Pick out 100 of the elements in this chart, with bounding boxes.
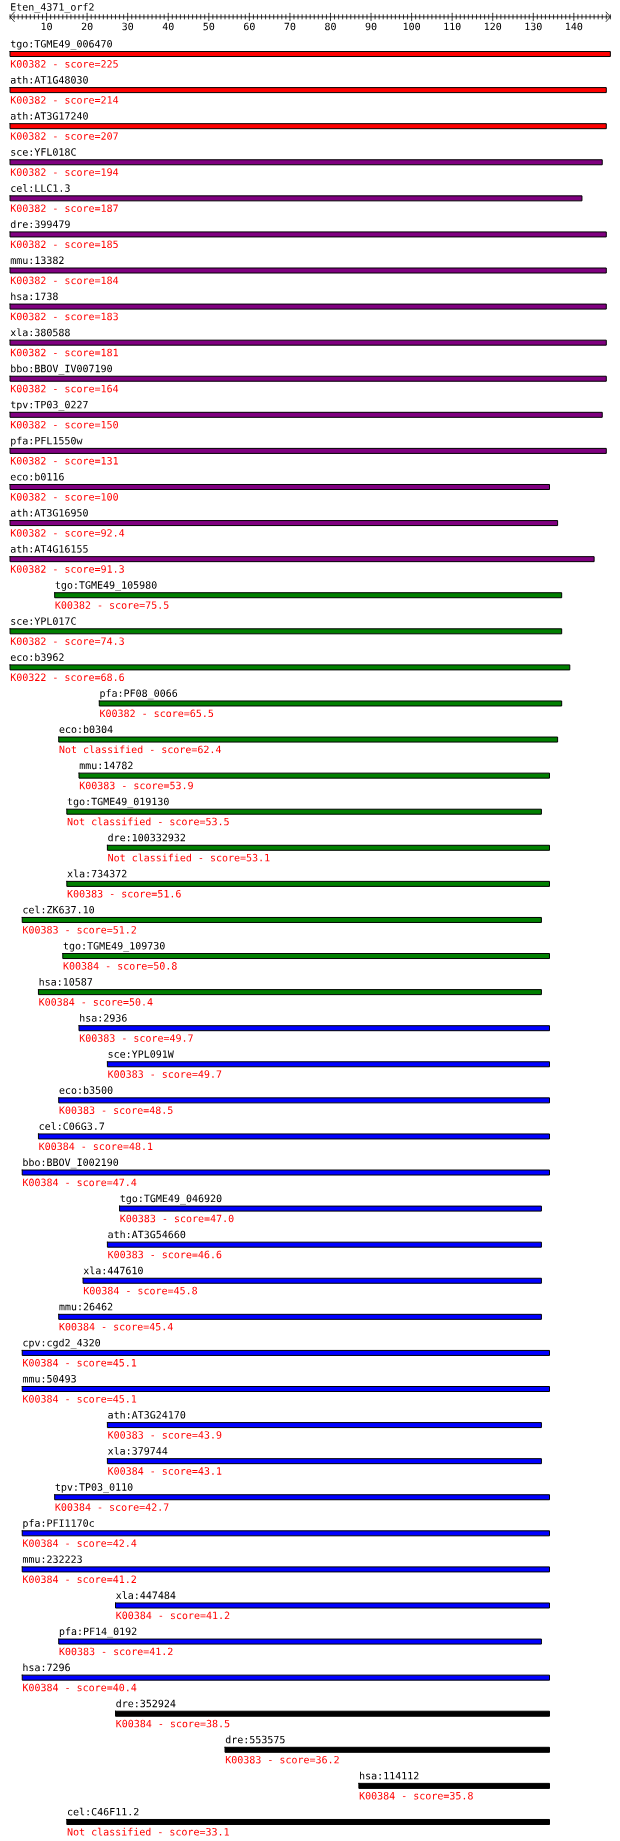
bar (9, 51, 611, 58)
annotation: K00383 - score=51.6 (67, 889, 181, 898)
y-tick-label: cel:C06G3.7 (39, 1122, 105, 1130)
y-tick-label: mmu:13382 (10, 256, 64, 265)
annotation: K00384 - score=45.8 (83, 1286, 197, 1295)
annotation: K00382 - score=214 (10, 96, 119, 104)
bar (9, 231, 607, 238)
annotation: K00382 - score=65.5 (100, 709, 214, 718)
annotation: K00384 - score=42.4 (23, 1539, 137, 1547)
y-tick-label: pfa:PF08_0066 (100, 689, 178, 700)
y-tick-label: tgo:TGME49_019130 (67, 797, 169, 808)
y-tick-label: eco:b3962 (10, 653, 64, 661)
bar (58, 1097, 551, 1104)
y-tick-label: ath:AT3G24170 (108, 1410, 186, 1419)
annotation: K00384 - score=43.1 (108, 1467, 222, 1475)
annotation: K00382 - score=92.4 (10, 529, 125, 537)
y-tick-label: xla:447610 (83, 1266, 143, 1275)
annotation: K00382 - score=150 (10, 420, 118, 429)
y-tick-label: eco:b0116 (10, 472, 64, 481)
annotation: K00384 - score=50.8 (63, 962, 177, 970)
y-tick-label: tpv:TP03_0227 (10, 400, 88, 411)
y-tick-label: xla:379744 (107, 1446, 168, 1455)
y-tick-label: hsa:2936 (80, 1014, 127, 1022)
bar (78, 1025, 551, 1032)
y-tick-label: sce:YPL091W (108, 1050, 174, 1058)
annotation: K00383 - score=49.7 (108, 1070, 222, 1078)
bar (9, 664, 571, 671)
y-tick-label: xla:380588 (10, 328, 70, 337)
chart-title: Eten_4371_orf2 (11, 3, 94, 13)
annotation: K00384 - score=47.4 (23, 1178, 137, 1187)
bar (106, 1241, 542, 1248)
annotation: Not classified - score=33.1 (67, 1827, 229, 1836)
x-tick-label: 140 (566, 22, 583, 31)
bar (62, 953, 551, 960)
annotation: K00384 - score=38.5 (116, 1719, 230, 1728)
bar (358, 1782, 551, 1789)
annotation: K00384 - score=45.4 (59, 1322, 173, 1331)
x-tick-label: 60 (244, 22, 255, 31)
bar (58, 1638, 542, 1645)
bar (21, 1566, 551, 1573)
annotation: K00382 - score=100 (10, 493, 118, 501)
x-tick-label: 10 (41, 22, 52, 31)
x-tick-label: 110 (444, 22, 461, 31)
annotation: K00382 - score=207 (10, 132, 118, 140)
x-tick-label: 30 (122, 22, 134, 31)
annotation: K00382 - score=91.3 (10, 565, 124, 573)
y-tick-label: sce:YPL017C (11, 617, 76, 625)
bar (66, 880, 551, 887)
y-tick-label: tgo:TGME49_109730 (63, 942, 165, 952)
bar (98, 700, 563, 707)
y-tick-label: xla:734372 (67, 869, 127, 878)
annotation: Not classified - score=53.1 (108, 853, 270, 862)
y-tick-label: cpv:cgd2_4320 (23, 1338, 101, 1349)
annotation: Not classified - score=62.4 (59, 745, 221, 754)
bar (9, 87, 607, 94)
annotation: K00382 - score=187 (10, 204, 118, 212)
y-tick-label: mmu:14782 (79, 761, 133, 770)
annotation: K00382 - score=183 (10, 312, 118, 321)
bar (58, 1313, 542, 1320)
x-tick-label: 20 (81, 22, 93, 31)
y-tick-label: eco:b3500 (59, 1086, 113, 1094)
bar (66, 1818, 551, 1825)
annotation: K00383 - score=46.6 (108, 1250, 222, 1259)
bar (119, 1205, 542, 1212)
y-tick-label: pfa:PFL1550w (11, 436, 83, 447)
y-tick-label: hsa:10587 (39, 977, 93, 986)
bar (115, 1710, 551, 1717)
bar (82, 1277, 542, 1284)
y-tick-label: eco:b0304 (59, 725, 113, 734)
annotation: K00384 - score=48.1 (39, 1142, 153, 1151)
bar (9, 628, 563, 635)
bar (9, 556, 595, 563)
bar (106, 1422, 542, 1429)
y-tick-label: bbo:BBOV_I002190 (23, 1158, 119, 1169)
bar (21, 1674, 551, 1681)
annotation: K00384 - score=42.7 (55, 1503, 169, 1511)
y-tick-label: pfa:PFI1170c (23, 1519, 94, 1529)
bar (37, 1133, 551, 1140)
annotation: K00382 - score=131 (10, 456, 118, 465)
x-tick-label: 40 (162, 22, 174, 31)
annotation: K00382 - score=74.3 (10, 637, 124, 645)
bar (21, 1169, 551, 1176)
bar (9, 159, 603, 166)
y-tick-label: ath:AT3G16950 (10, 508, 88, 517)
y-tick-label: tgo:TGME49_046920 (120, 1194, 222, 1205)
bar (9, 411, 603, 418)
x-tick-label: 80 (325, 22, 336, 31)
y-tick-label: dre:553575 (225, 1735, 285, 1744)
y-tick-label: mmu:26462 (59, 1302, 113, 1311)
bar (66, 808, 542, 815)
bar (9, 375, 607, 382)
y-tick-label: sce:YFL018C (11, 148, 76, 156)
bar (106, 1458, 542, 1465)
y-tick-label: ath:AT1G48030 (10, 75, 88, 84)
y-tick-label: ath:AT3G54660 (108, 1230, 186, 1239)
annotation: K00322 - score=68.6 (10, 673, 124, 682)
bar (37, 989, 542, 996)
y-tick-label: hsa:114112 (360, 1771, 419, 1780)
annotation: K00383 - score=47.0 (120, 1214, 234, 1223)
bar (21, 1386, 551, 1392)
